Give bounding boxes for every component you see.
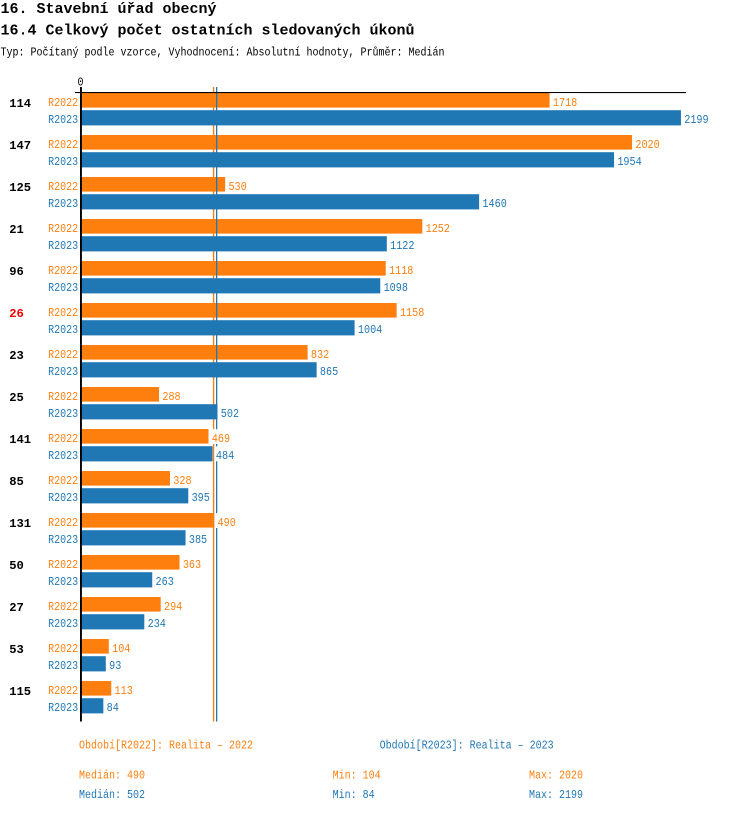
svg-text:484: 484 [216, 449, 234, 463]
svg-text:R2022: R2022 [48, 96, 78, 110]
svg-text:R2023: R2023 [48, 659, 78, 673]
svg-text:R2023: R2023 [48, 155, 78, 169]
svg-text:Max: 2020: Max: 2020 [529, 769, 583, 783]
svg-text:R2022: R2022 [48, 138, 78, 152]
svg-text:R2022: R2022 [48, 516, 78, 530]
svg-text:R2023: R2023 [48, 365, 78, 379]
svg-text:395: 395 [192, 491, 210, 505]
svg-text:Medián: 490: Medián: 490 [79, 769, 145, 783]
svg-text:469: 469 [212, 432, 230, 446]
svg-text:131: 131 [9, 517, 31, 531]
svg-text:R2023: R2023 [48, 323, 78, 337]
svg-text:Typ: Počítaný podle vzorce, Vy: Typ: Počítaný podle vzorce, Vyhodnocení:… [1, 46, 445, 60]
svg-text:1004: 1004 [358, 323, 382, 337]
svg-text:125: 125 [9, 181, 31, 195]
svg-text:R2023: R2023 [48, 701, 78, 715]
svg-text:R2022: R2022 [48, 474, 78, 488]
svg-text:R2022: R2022 [48, 222, 78, 236]
svg-text:147: 147 [9, 139, 31, 153]
svg-text:832: 832 [311, 348, 329, 362]
svg-text:1098: 1098 [384, 281, 408, 295]
svg-text:R2023: R2023 [48, 239, 78, 253]
svg-text:Období[R2022]: Realita – 2022: Období[R2022]: Realita – 2022 [79, 739, 253, 753]
svg-text:50: 50 [9, 559, 24, 573]
svg-text:25: 25 [9, 391, 24, 405]
svg-text:263: 263 [156, 575, 174, 589]
svg-text:R2023: R2023 [48, 491, 78, 505]
svg-text:234: 234 [148, 617, 166, 631]
svg-text:R2022: R2022 [48, 558, 78, 572]
svg-text:R2023: R2023 [48, 617, 78, 631]
svg-text:96: 96 [9, 265, 24, 279]
svg-text:R2022: R2022 [48, 348, 78, 362]
svg-text:865: 865 [320, 365, 338, 379]
svg-text:2199: 2199 [684, 113, 708, 127]
svg-text:1118: 1118 [389, 264, 413, 278]
svg-text:288: 288 [162, 390, 180, 404]
svg-text:115: 115 [9, 685, 31, 699]
svg-text:530: 530 [228, 180, 246, 194]
svg-text:114: 114 [9, 97, 31, 111]
svg-text:85: 85 [9, 475, 24, 489]
svg-text:R2022: R2022 [48, 600, 78, 614]
svg-text:16. Stavební úřad obecný: 16. Stavební úřad obecný [1, 1, 217, 18]
svg-text:R2022: R2022 [48, 180, 78, 194]
svg-text:1460: 1460 [482, 197, 506, 211]
svg-text:R2023: R2023 [48, 407, 78, 421]
svg-text:R2023: R2023 [48, 533, 78, 547]
svg-text:Min: 104: Min: 104 [333, 769, 381, 783]
svg-text:Medián: 502: Medián: 502 [79, 788, 145, 802]
svg-text:26: 26 [9, 307, 24, 321]
svg-text:104: 104 [112, 642, 130, 656]
svg-text:502: 502 [221, 407, 239, 421]
svg-text:328: 328 [173, 474, 191, 488]
svg-text:R2022: R2022 [48, 432, 78, 446]
svg-text:1252: 1252 [426, 222, 450, 236]
svg-text:0: 0 [78, 76, 84, 90]
svg-text:490: 490 [218, 516, 236, 530]
svg-text:23: 23 [9, 349, 24, 363]
svg-text:R2023: R2023 [48, 197, 78, 211]
svg-text:R2023: R2023 [48, 575, 78, 589]
svg-text:21: 21 [9, 223, 24, 237]
svg-text:53: 53 [9, 643, 24, 657]
svg-text:93: 93 [109, 659, 121, 673]
svg-text:R2023: R2023 [48, 113, 78, 127]
svg-text:1954: 1954 [617, 155, 641, 169]
svg-text:R2022: R2022 [48, 264, 78, 278]
svg-text:84: 84 [107, 701, 119, 715]
svg-text:R2022: R2022 [48, 390, 78, 404]
svg-text:Min: 84: Min: 84 [333, 788, 375, 802]
svg-text:1158: 1158 [400, 306, 424, 320]
svg-text:294: 294 [164, 600, 182, 614]
svg-text:R2022: R2022 [48, 684, 78, 698]
svg-text:Max: 2199: Max: 2199 [529, 788, 583, 802]
svg-text:1718: 1718 [553, 96, 577, 110]
svg-text:113: 113 [115, 684, 133, 698]
svg-text:R2023: R2023 [48, 449, 78, 463]
svg-text:R2022: R2022 [48, 306, 78, 320]
svg-text:Období[R2023]: Realita – 2023: Období[R2023]: Realita – 2023 [380, 739, 554, 753]
svg-text:385: 385 [189, 533, 207, 547]
svg-text:27: 27 [9, 601, 24, 615]
svg-text:1122: 1122 [390, 239, 414, 253]
svg-text:16.4 Celkový počet ostatních s: 16.4 Celkový počet ostatních sledovaných… [1, 23, 415, 40]
svg-text:2020: 2020 [635, 138, 659, 152]
svg-text:363: 363 [183, 558, 201, 572]
svg-text:141: 141 [9, 433, 31, 447]
svg-text:R2023: R2023 [48, 281, 78, 295]
svg-text:R2022: R2022 [48, 642, 78, 656]
